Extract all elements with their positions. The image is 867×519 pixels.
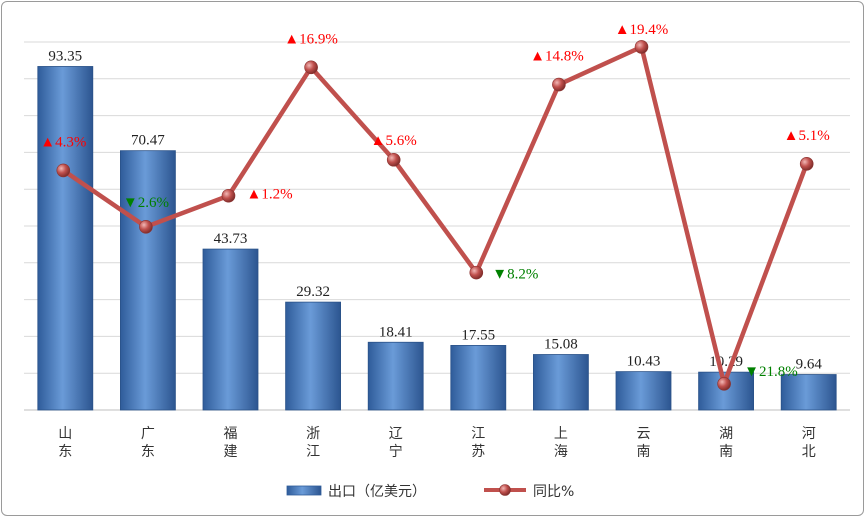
category-label: 河北 (802, 426, 816, 460)
bar-value-label: 43.73 (214, 231, 248, 247)
line-point (56, 163, 71, 178)
category-label: 云南 (637, 426, 651, 460)
legend-bar-swatch (286, 485, 322, 496)
line-value-label: ▲14.8% (530, 49, 584, 65)
bar (450, 345, 507, 411)
category-label: 上海 (554, 426, 568, 460)
bar (285, 301, 342, 411)
bar (780, 374, 837, 411)
bar (615, 371, 672, 411)
category-label: 山东 (58, 426, 72, 460)
line-value-label: ▼2.6% (123, 195, 169, 211)
bar-value-label: 10.29 (709, 354, 743, 370)
bar-value-label: 18.41 (379, 324, 413, 340)
bar-value-label: 9.64 (796, 357, 823, 373)
bar-value-label: 10.43 (627, 354, 661, 370)
bar (120, 150, 176, 411)
line-point (139, 220, 153, 234)
legend-line-marker (499, 484, 511, 496)
bar-value-label: 29.32 (296, 284, 330, 300)
line-point (221, 188, 236, 203)
category-label: 浙江 (306, 426, 320, 460)
line-value-label: ▲5.6% (371, 133, 417, 149)
line-value-label: ▼21.8% (744, 364, 798, 380)
category-label: 福建 (224, 426, 238, 460)
legend: 出口（亿美元） 同比% (286, 484, 574, 500)
bar (367, 341, 424, 411)
legend-bar-label: 出口（亿美元） (328, 484, 426, 500)
line-value-label: ▲1.2% (247, 187, 293, 203)
line-path (62, 44, 809, 387)
bar-value-label: 93.35 (48, 48, 82, 64)
line-point (552, 77, 566, 92)
bar (37, 66, 94, 411)
category-label: 辽宁 (389, 426, 403, 460)
bar-value-label: 17.55 (461, 327, 495, 343)
line-value-label: ▲16.9% (284, 31, 338, 47)
line-value-label: ▲4.3% (40, 134, 86, 150)
legend-line-label: 同比% (533, 484, 574, 500)
line-point (304, 60, 318, 75)
category-label: 江苏 (471, 426, 485, 460)
bar-value-label: 15.08 (544, 337, 578, 353)
line-point (469, 265, 484, 280)
bar (533, 354, 589, 411)
category-label: 广东 (141, 426, 155, 460)
line-value-label: ▼8.2% (492, 267, 538, 283)
line-point (799, 157, 814, 171)
bar-series (37, 66, 837, 411)
line-value-label: ▲5.1% (784, 128, 830, 144)
line-series (56, 40, 814, 391)
line-value-label: ▲19.4% (615, 22, 669, 38)
line-point (717, 377, 731, 391)
bar-value-label: 70.47 (131, 133, 165, 149)
line-point (386, 152, 401, 167)
line-point (634, 40, 649, 54)
category-label: 湖南 (719, 426, 733, 460)
bar (202, 248, 259, 411)
category-labels: 山东 广东 福建 浙江 辽宁 江苏 上海 云南 湖南 河北 (58, 426, 815, 460)
line-value-labels: ▲4.3% ▼2.6% ▲1.2% ▲16.9% ▲5.6% ▼8.2% ▲14.8% ▲19… (40, 22, 829, 380)
